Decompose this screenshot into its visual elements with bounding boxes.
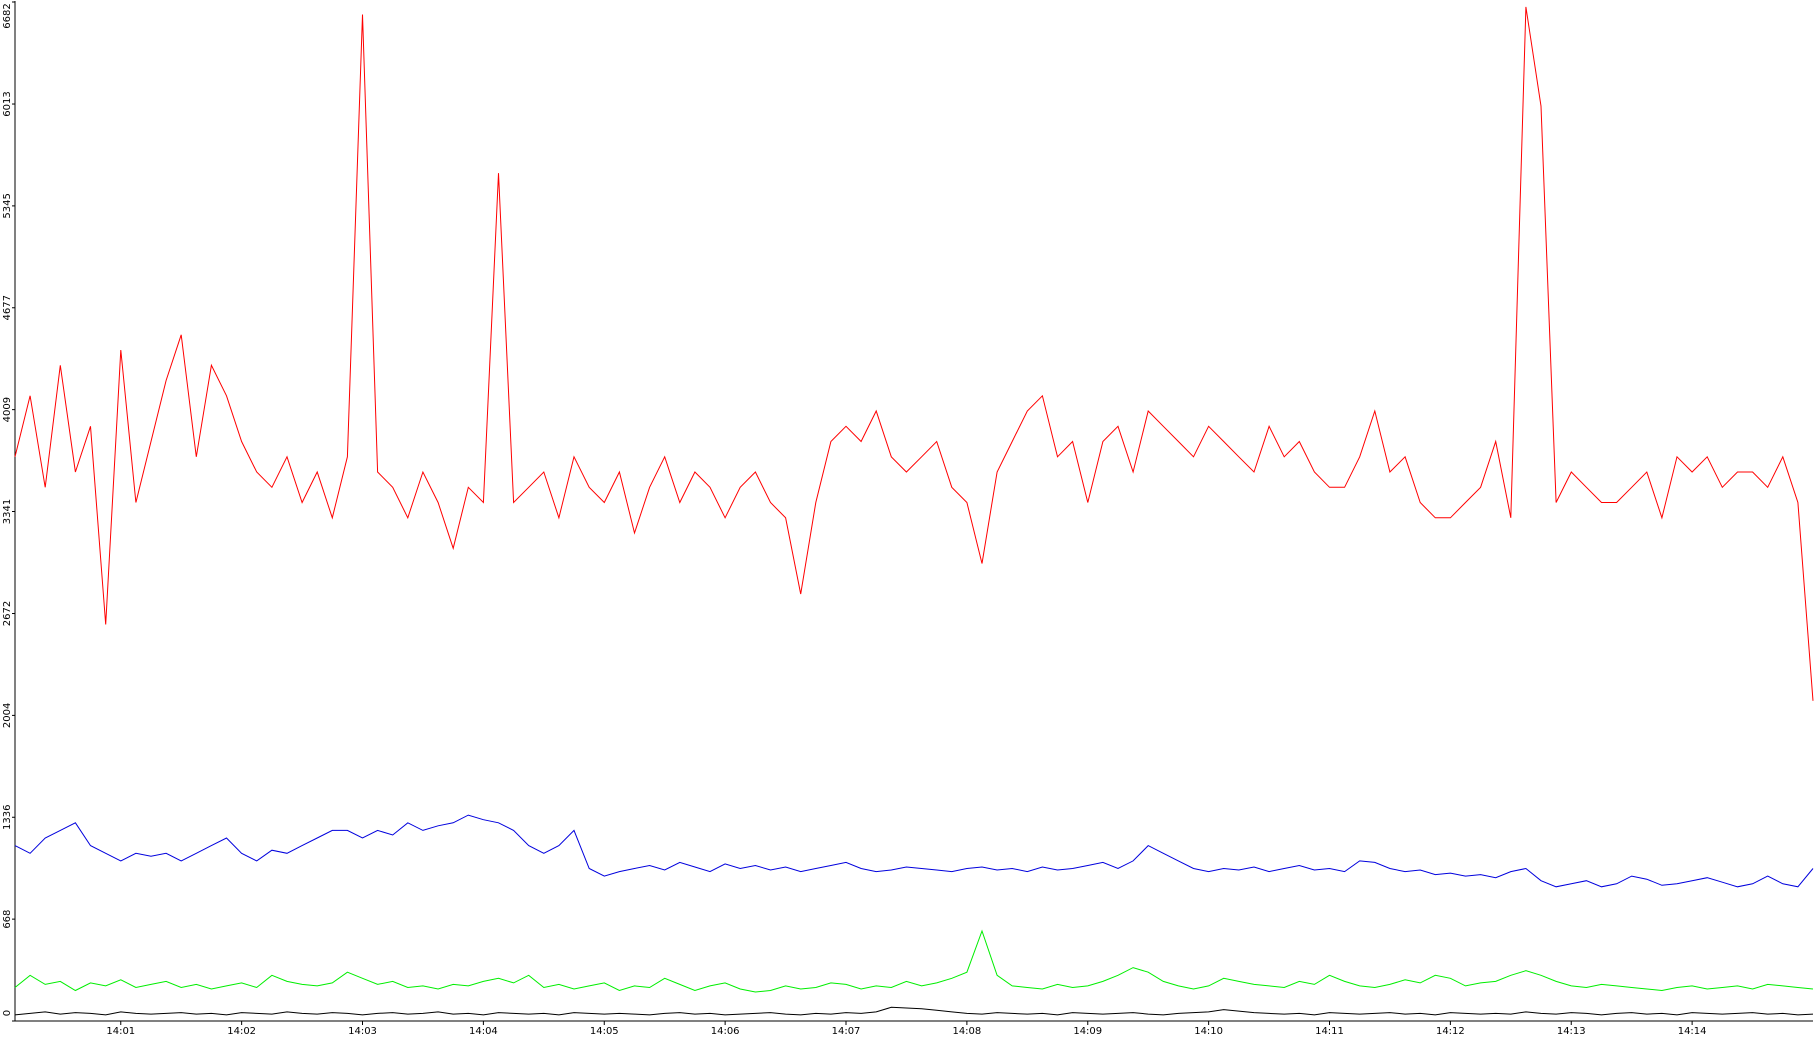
y-tick-label: 4677: [2, 295, 13, 320]
y-tick-label: 5345: [2, 193, 13, 218]
x-tick-label: 14:03: [348, 1026, 377, 1037]
y-tick-label: 6013: [2, 91, 13, 116]
y-tick-label: 0: [2, 1010, 13, 1016]
y-tick-label: 2672: [2, 601, 13, 626]
x-tick-label: 14:11: [1315, 1026, 1344, 1037]
x-tick-label: 14:12: [1436, 1026, 1465, 1037]
x-tick-label: 14:05: [590, 1026, 619, 1037]
x-tick-label: 14:01: [106, 1026, 135, 1037]
series-line: [14, 814, 1814, 888]
y-tick-label: 4009: [2, 397, 13, 422]
x-tick-label: 14:13: [1557, 1026, 1586, 1037]
y-tick-label: 3341: [2, 499, 13, 524]
x-tick-label: 14:09: [1073, 1026, 1102, 1037]
y-tick-label: 2004: [2, 703, 13, 728]
y-tick-label: 668: [2, 910, 13, 929]
x-tick-label: 14:10: [1194, 1026, 1223, 1037]
x-tick-label: 14:08: [952, 1026, 981, 1037]
series-line: [14, 929, 1814, 993]
x-tick-label: 14:14: [1678, 1026, 1707, 1037]
x-tick-label: 14:02: [227, 1026, 256, 1037]
x-tick-label: 14:04: [469, 1026, 498, 1037]
y-tick-label: 1336: [2, 805, 13, 830]
y-tick-label: 6682: [2, 3, 13, 28]
x-tick-label: 14:07: [832, 1026, 861, 1037]
x-tick-label: 14:06: [711, 1026, 740, 1037]
series-line: [14, 6, 1814, 701]
series-line: [14, 1006, 1814, 1016]
